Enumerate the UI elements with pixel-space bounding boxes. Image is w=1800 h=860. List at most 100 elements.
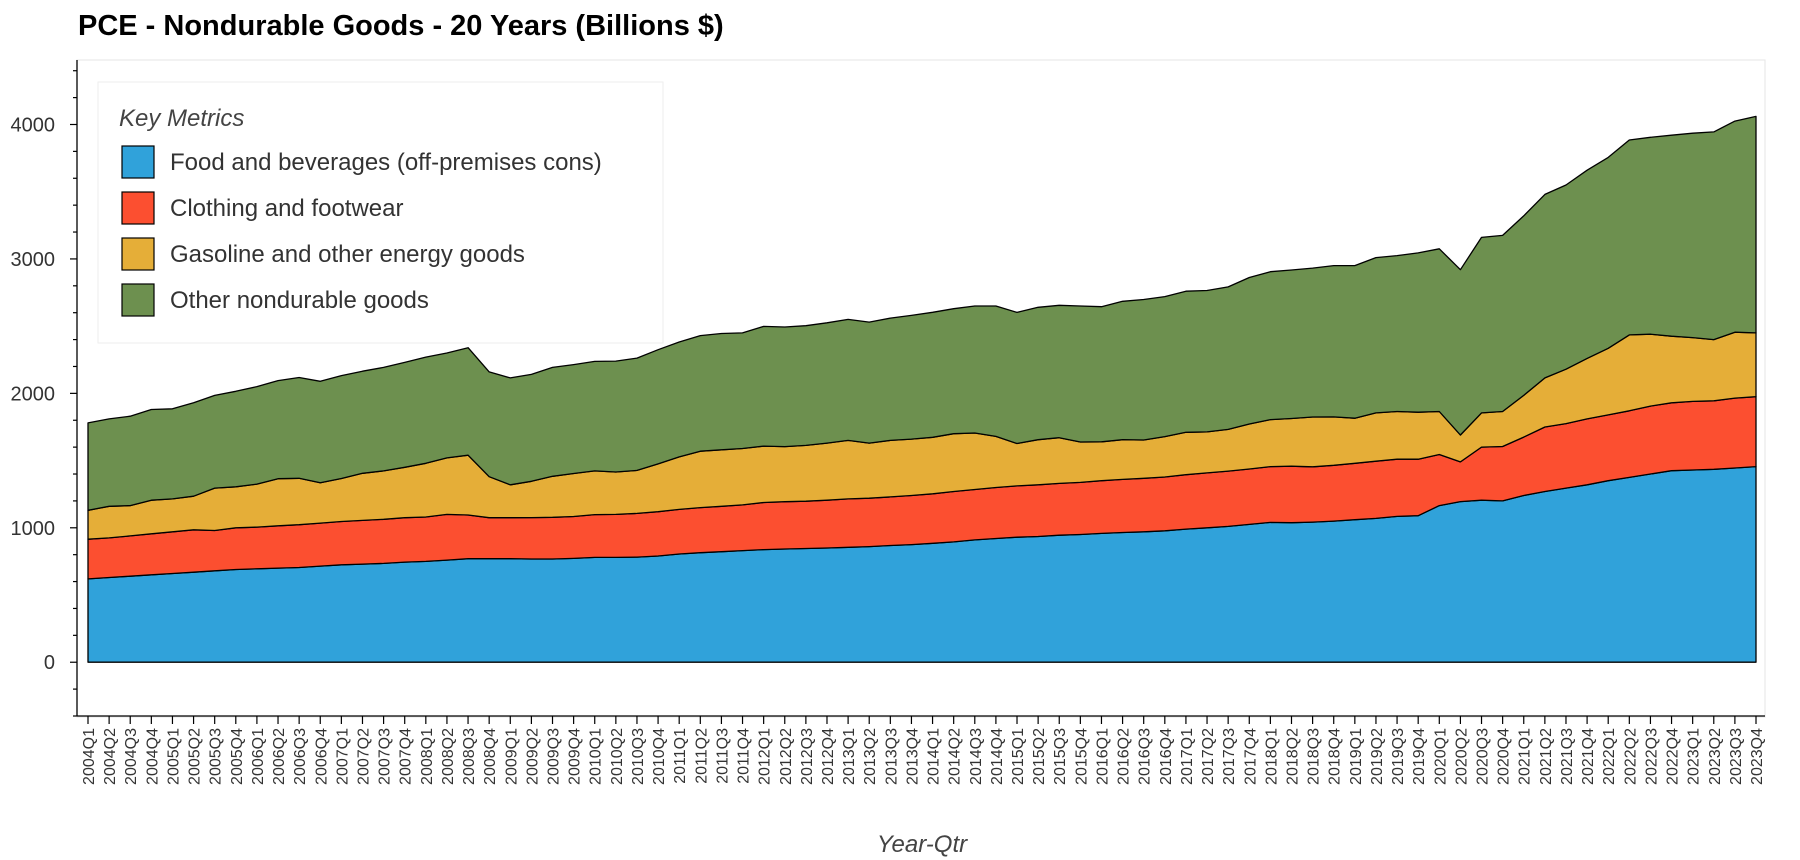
legend-label-2: Clothing and footwear [170,195,403,222]
x-tick-label: 2015Q1 [1010,728,1027,785]
x-tick-label: 2022Q3 [1643,728,1660,785]
x-tick-label: 2010Q4 [651,728,668,785]
x-tick-label: 2011Q2 [693,728,710,784]
x-tick-label: 2016Q4 [1158,728,1175,785]
x-tick-label: 2022Q2 [1622,728,1639,785]
legend-swatch-4 [121,283,155,317]
x-tick-label: 2007Q1 [334,728,351,785]
area-series-4 [87,115,1757,511]
x-tick-label: 2004Q3 [123,728,140,785]
x-tick-label: 2006Q2 [271,728,288,785]
y-tick-label: 0 [44,652,55,674]
x-tick-label: 2017Q4 [1242,728,1259,785]
legend-swatch-1 [121,145,155,179]
x-tick-label: 2005Q3 [208,728,225,785]
y-tick-label: 1000 [11,518,56,540]
x-tick-label: 2018Q4 [1327,728,1344,785]
x-tick-label: 2009Q4 [567,728,584,785]
x-tick-label: 2021Q4 [1580,728,1597,785]
x-tick-label: 2009Q1 [503,728,520,785]
x-tick-label: 2017Q1 [1179,728,1196,785]
x-tick-label: 2014Q4 [989,728,1006,785]
x-tick-label: 2014Q2 [947,728,964,785]
x-tick-label: 2012Q2 [778,728,795,785]
x-axis-title: Year-Qtr [877,831,968,858]
x-tick-label: 2015Q4 [1073,728,1090,785]
x-tick-label: 2004Q2 [102,728,119,785]
x-tick-label: 2019Q3 [1390,728,1407,785]
x-tick-label: 2022Q4 [1665,728,1682,785]
x-tick-label: 2014Q3 [968,728,985,785]
legend-label-4: Other nondurable goods [170,287,429,314]
x-tick-label: 2019Q1 [1348,728,1365,785]
x-tick-label: 2011Q1 [672,728,689,784]
x-tick-label: 2015Q2 [1031,728,1048,785]
x-tick-label: 2018Q3 [1306,728,1323,785]
x-tick-label: 2020Q4 [1496,728,1513,785]
y-tick-label: 4000 [11,114,56,136]
x-tick-label: 2007Q3 [377,728,394,785]
x-tick-label: 2005Q2 [187,728,204,785]
x-tick-label: 2023Q4 [1749,728,1766,785]
x-tick-label: 2023Q3 [1728,728,1745,785]
x-tick-label: 2012Q3 [799,728,816,785]
x-tick-label: 2012Q4 [820,728,837,785]
y-tick-label: 3000 [11,249,56,271]
x-tick-label: 2019Q4 [1411,728,1428,785]
x-tick-label: 2015Q3 [1052,728,1069,785]
x-tick-label: 2016Q3 [1137,728,1154,785]
x-tick-label: 2021Q3 [1559,728,1576,785]
legend-title: Key Metrics [119,105,244,132]
x-tick-label: 2019Q2 [1369,728,1386,785]
legend-box [97,81,664,344]
x-tick-label: 2006Q1 [250,728,267,785]
x-tick-label: 2016Q1 [1095,728,1112,785]
x-tick-label: 2013Q1 [841,728,858,785]
x-tick-label: 2005Q4 [229,728,246,785]
x-tick-label: 2004Q4 [144,728,161,785]
area-layer [87,115,1757,663]
x-tick-label: 2013Q3 [883,728,900,785]
x-tick-label: 2010Q1 [588,728,605,785]
x-tick-label: 2006Q4 [313,728,330,785]
x-tick-label: 2006Q3 [292,728,309,785]
x-tick-label: 2017Q3 [1221,728,1238,785]
legend-items: Food and beverages (off-premises cons) Cl… [121,145,602,317]
chart-title: PCE - Nondurable Goods - 20 Years (Billi… [78,10,724,42]
x-tick-label: 2017Q2 [1200,728,1217,785]
x-tick-label: 2012Q1 [757,728,774,785]
x-tick-label: 2009Q2 [524,728,541,785]
x-tick-label: 2014Q1 [926,728,943,785]
x-tick-label: 2011Q4 [736,728,753,784]
x-tick-label: 2008Q4 [482,728,499,785]
x-tick-label: 2008Q2 [440,728,457,785]
y-axis: 0 1000 2000 3000 4000 [11,60,78,717]
x-tick-label: 2020Q1 [1432,728,1449,785]
x-tick-label: 2005Q1 [166,728,183,785]
legend-label-3: Gasoline and other energy goods [170,241,525,268]
legend-swatch-3 [121,237,155,271]
x-tick-label: 2016Q2 [1116,728,1133,785]
x-tick-label: 2021Q1 [1517,728,1534,785]
x-tick-label: 2020Q2 [1453,728,1470,785]
x-tick-label: 2013Q2 [862,728,879,785]
legend-label-1: Food and beverages (off-premises cons) [170,149,602,176]
x-tick-label: 2021Q2 [1538,728,1555,785]
x-tick-label: 2008Q3 [461,728,478,785]
x-tick-label: 2010Q3 [630,728,647,785]
x-axis: 2004Q1 2004Q2 2004Q3 2004Q4 2005Q1 2005Q2 2005… [77,715,1766,785]
x-tick-label: 2007Q2 [356,728,373,785]
x-tick-label: 2013Q4 [904,728,921,785]
x-tick-label: 2007Q4 [398,728,415,785]
x-tick-label: 2004Q1 [81,728,98,785]
x-tick-label: 2018Q2 [1285,728,1302,785]
legend-swatch-2 [121,191,155,225]
x-tick-label: 2009Q3 [546,728,563,785]
y-tick-label: 2000 [11,383,56,405]
legend: Key Metrics Food and beverages (off-prem… [97,81,664,344]
x-tick-label: 2023Q1 [1686,728,1703,785]
x-tick-label: 2011Q3 [714,728,731,784]
x-tick-label: 2020Q3 [1475,728,1492,785]
x-tick-label: 2023Q2 [1707,728,1724,785]
